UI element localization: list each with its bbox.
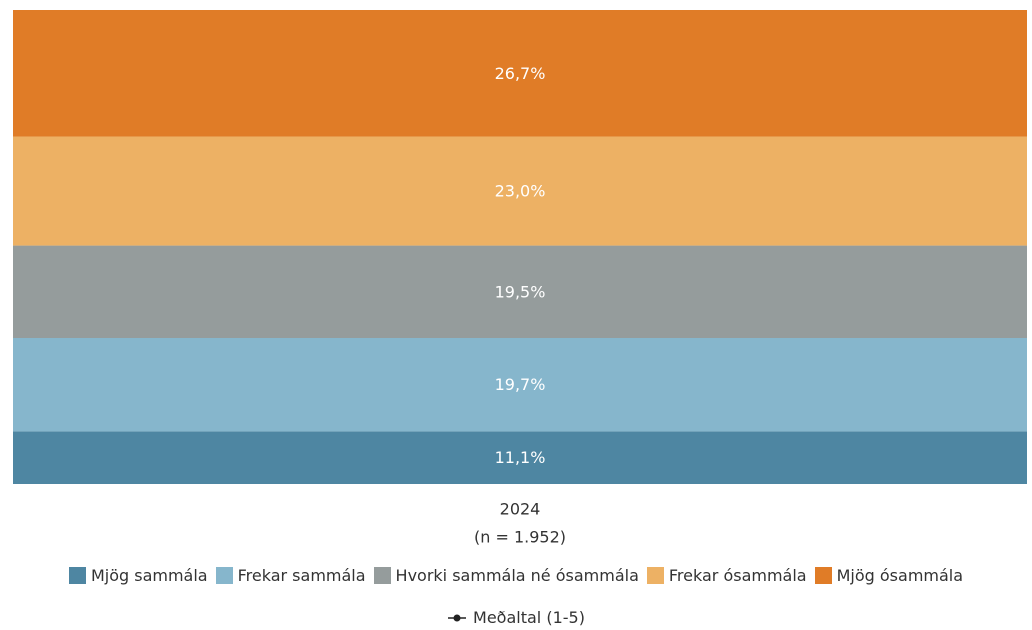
value-label: 26,7%: [495, 64, 546, 83]
bar-segment: [13, 431, 1027, 484]
legend-label: Frekar ósammála: [668, 566, 807, 585]
bar-segment: [13, 338, 1027, 432]
legend-swatch: [68, 567, 86, 584]
value-label: 19,5%: [495, 282, 546, 301]
legend-item[interactable]: Frekar sammála: [215, 566, 366, 585]
mean-legend: Meðaltal (1-5): [0, 608, 1032, 627]
mean-legend-symbol: [448, 614, 467, 621]
x-tick-note: (n = 1.952): [474, 528, 566, 547]
value-label: 19,7%: [495, 375, 546, 394]
value-label: 11,1%: [495, 448, 546, 467]
mean-legend-label: Meðaltal (1-5): [473, 608, 585, 627]
plot: 11,1% 19,7% 19,5% 23,0% 26,7% 2024 (n = 1.952): [13, 10, 1027, 547]
legend-label: Hvorki sammála né ósammála: [395, 566, 639, 585]
legend-label: Mjög sammála: [90, 566, 208, 585]
legend-item[interactable]: Hvorki sammála né ósammála: [373, 566, 639, 585]
legend: Mjög sammála Frekar sammála Hvorki sammála…: [0, 566, 1032, 585]
legend-item[interactable]: Mjög sammála: [68, 566, 208, 585]
legend-swatch: [646, 567, 664, 584]
legend-label: Frekar sammála: [237, 566, 366, 585]
bar-segment: [13, 245, 1027, 339]
legend-label: Mjög ósammála: [836, 566, 964, 585]
legend-swatch: [215, 567, 233, 584]
legend-item[interactable]: Mjög ósammála: [814, 566, 964, 585]
legend-swatch: [373, 567, 391, 584]
x-tick-label: 2024: [500, 500, 541, 519]
legend-swatch: [814, 567, 832, 584]
legend-item[interactable]: Frekar ósammála: [646, 566, 807, 585]
value-label: 23,0%: [495, 182, 546, 201]
bar-segment: [13, 136, 1027, 246]
bar-segment: [13, 10, 1027, 137]
